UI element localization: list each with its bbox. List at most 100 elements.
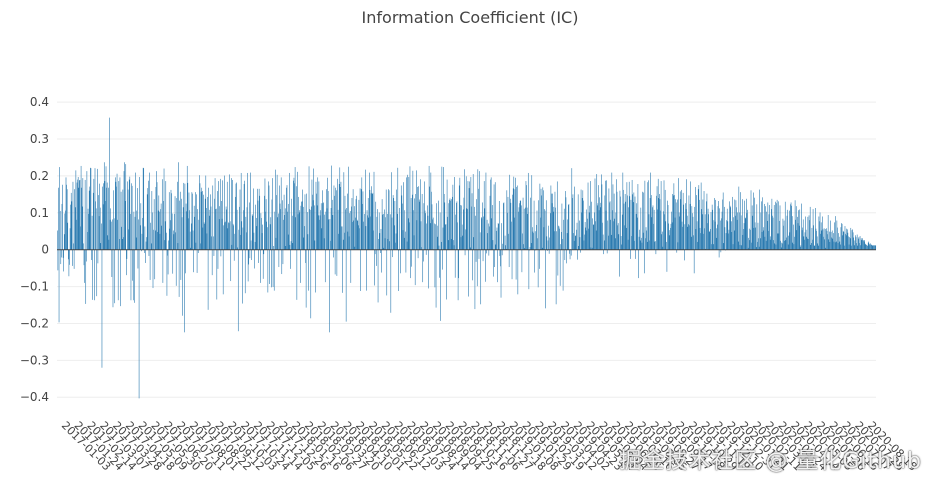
bar <box>463 209 464 250</box>
bar <box>323 238 325 250</box>
bar <box>668 235 670 250</box>
bar <box>508 233 509 250</box>
bar <box>446 179 448 250</box>
bar <box>375 201 377 250</box>
bar <box>831 230 833 250</box>
bar <box>242 227 244 250</box>
bar <box>691 206 693 250</box>
bar <box>515 177 516 250</box>
bar <box>743 229 744 250</box>
bar <box>59 210 61 250</box>
bar <box>854 240 856 250</box>
bar <box>429 223 431 250</box>
bar <box>746 213 748 250</box>
bar <box>807 216 809 250</box>
bar <box>692 213 693 250</box>
bar <box>510 198 511 250</box>
bar <box>391 172 392 250</box>
bar <box>844 226 846 250</box>
bar <box>632 202 634 250</box>
bar <box>300 205 302 250</box>
bar <box>872 245 874 250</box>
bar <box>598 210 600 250</box>
bar <box>525 181 527 250</box>
bar <box>503 203 504 250</box>
bar <box>389 241 390 250</box>
bar <box>246 207 248 250</box>
bar <box>782 243 783 250</box>
bar <box>244 249 246 294</box>
bar <box>332 215 334 250</box>
bar <box>371 193 373 250</box>
bar <box>406 241 408 250</box>
bar <box>416 220 418 250</box>
bar <box>768 230 769 250</box>
bar <box>64 213 66 250</box>
bar <box>591 201 592 250</box>
bar <box>331 199 333 250</box>
bar <box>781 242 783 250</box>
bar <box>803 236 805 250</box>
bar <box>374 249 375 286</box>
bar <box>785 240 787 250</box>
bar <box>370 193 372 250</box>
bar <box>217 191 218 250</box>
bar <box>788 235 790 250</box>
bar <box>418 186 419 250</box>
bar <box>809 220 810 250</box>
bar <box>123 237 124 250</box>
bar <box>542 187 544 250</box>
bar <box>846 228 848 250</box>
bar <box>384 209 385 250</box>
bar <box>255 204 256 250</box>
bar <box>182 249 183 316</box>
bar <box>215 209 216 250</box>
bar <box>291 215 293 250</box>
bar <box>523 208 525 250</box>
bar <box>562 249 564 291</box>
bar <box>809 206 811 250</box>
bar <box>186 165 188 250</box>
bar <box>536 224 537 250</box>
bar <box>157 231 158 250</box>
bar <box>768 214 770 250</box>
bar <box>602 222 603 250</box>
bar <box>721 211 723 250</box>
bar <box>537 249 539 288</box>
bar <box>864 243 866 250</box>
bar <box>115 181 117 250</box>
bar <box>802 227 803 250</box>
bar <box>382 214 383 250</box>
bar <box>281 249 283 275</box>
bar <box>674 217 676 250</box>
bar <box>717 206 719 250</box>
bar <box>447 240 449 250</box>
bar <box>319 215 321 250</box>
bar <box>690 236 692 250</box>
bar <box>338 233 339 250</box>
bar <box>581 212 582 250</box>
bar <box>625 201 627 250</box>
bar <box>343 172 345 250</box>
bar <box>147 188 149 250</box>
bar <box>806 236 807 250</box>
bar <box>198 219 200 250</box>
bar <box>580 189 582 250</box>
bar <box>213 249 215 256</box>
bar <box>754 222 756 250</box>
bar <box>605 210 607 250</box>
bar <box>512 194 513 250</box>
bar <box>80 165 82 250</box>
bar <box>797 223 799 250</box>
bar <box>504 235 506 250</box>
bar <box>501 249 503 256</box>
bar <box>206 208 207 250</box>
bar <box>460 237 462 250</box>
bar <box>590 247 592 250</box>
bar <box>487 223 489 250</box>
bar <box>468 188 470 250</box>
bar <box>804 232 806 250</box>
bar <box>514 189 516 250</box>
bar <box>156 171 157 250</box>
bar <box>673 183 675 250</box>
